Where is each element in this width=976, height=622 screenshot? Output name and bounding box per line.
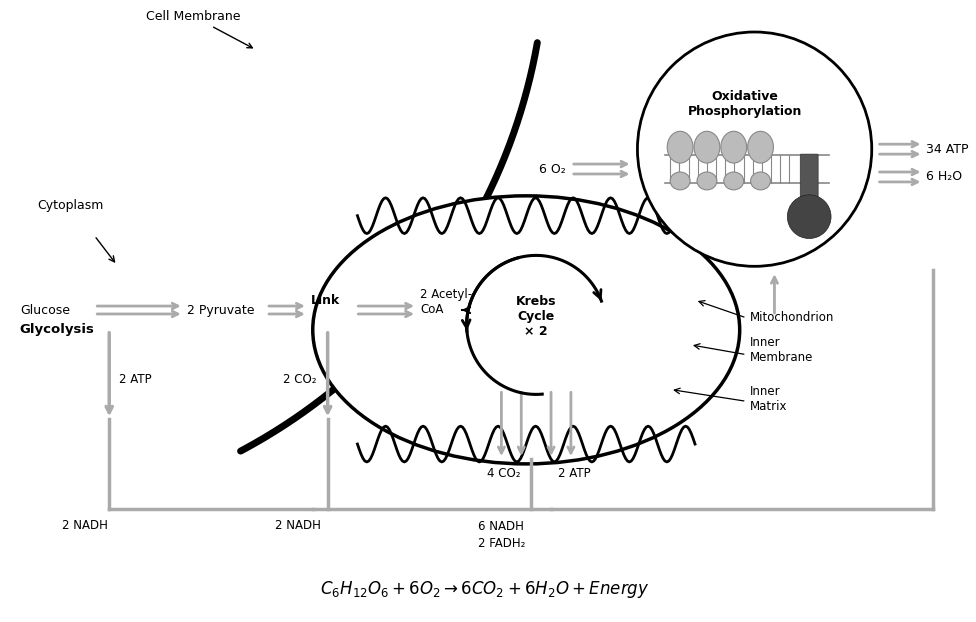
Ellipse shape	[668, 131, 693, 163]
Text: Mitochondrion: Mitochondrion	[750, 312, 834, 325]
Text: Krebs
Cycle
× 2: Krebs Cycle × 2	[516, 295, 556, 338]
Text: 2 NADH: 2 NADH	[275, 519, 321, 532]
Text: Inner
Membrane: Inner Membrane	[750, 336, 813, 364]
Ellipse shape	[724, 172, 744, 190]
Text: 6 H₂O: 6 H₂O	[926, 170, 962, 183]
Text: Inner
Matrix: Inner Matrix	[750, 386, 787, 414]
Ellipse shape	[751, 172, 770, 190]
Text: 2 ATP: 2 ATP	[119, 373, 152, 386]
Ellipse shape	[721, 131, 747, 163]
Text: 2 FADH₂: 2 FADH₂	[477, 537, 525, 550]
Ellipse shape	[312, 196, 740, 464]
Text: 2 NADH: 2 NADH	[61, 519, 107, 532]
Text: 2 CO₂: 2 CO₂	[283, 373, 316, 386]
Text: 2 Acetyl-
CoA: 2 Acetyl- CoA	[420, 288, 472, 316]
Text: 2 ATP: 2 ATP	[558, 467, 590, 480]
Text: Oxidative
Phosphorylation: Oxidative Phosphorylation	[687, 90, 802, 118]
Ellipse shape	[694, 131, 720, 163]
FancyBboxPatch shape	[800, 154, 818, 198]
Text: Link: Link	[310, 294, 340, 307]
Ellipse shape	[748, 131, 773, 163]
Text: $C_6H_{12}O_6 + 6O_2 \rightarrow 6CO_2 + 6H_2O + Energy$: $C_6H_{12}O_6 + 6O_2 \rightarrow 6CO_2 +…	[320, 580, 649, 600]
Text: Cytoplasm: Cytoplasm	[38, 199, 104, 212]
Ellipse shape	[697, 172, 716, 190]
Text: 2 Pyruvate: 2 Pyruvate	[186, 304, 254, 317]
Text: Cell Membrane: Cell Membrane	[146, 10, 253, 48]
Text: 4 CO₂: 4 CO₂	[486, 467, 520, 480]
Ellipse shape	[671, 172, 690, 190]
Text: 34 ATP: 34 ATP	[926, 142, 969, 156]
Circle shape	[788, 195, 831, 238]
Text: Glucose: Glucose	[20, 304, 70, 317]
Text: 6 O₂: 6 O₂	[539, 162, 566, 175]
Circle shape	[637, 32, 872, 266]
Text: 6 NADH: 6 NADH	[478, 520, 524, 533]
Text: Glycolysis: Glycolysis	[20, 323, 95, 337]
